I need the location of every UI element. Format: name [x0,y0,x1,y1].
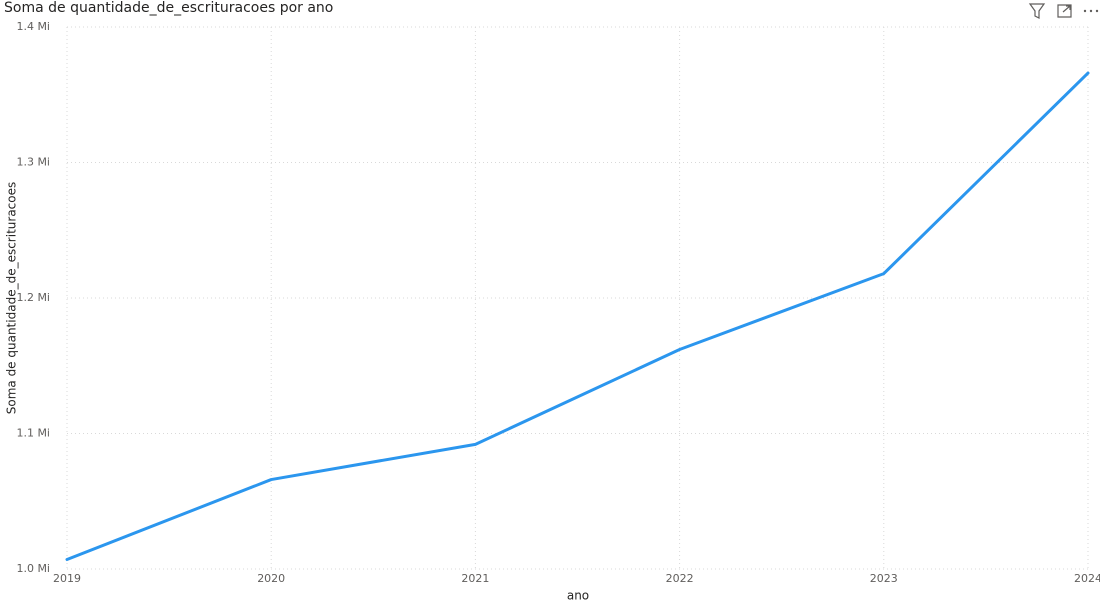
x-tick-label: 2019 [53,572,81,585]
focus-mode-icon[interactable] [1057,4,1072,18]
chart-title: Soma de quantidade_de_escrituracoes por … [4,0,333,16]
y-tick-label: 1.2 Mi [16,291,50,304]
more-options-icon[interactable] [1083,9,1099,13]
filter-icon[interactable] [1028,3,1046,19]
y-tick-label: 1.1 Mi [16,427,50,440]
x-tick-label: 2024 [1074,572,1100,585]
y-tick-label: 1.3 Mi [16,156,50,169]
x-tick-label: 2023 [870,572,898,585]
visual-header-icons[interactable] [1028,3,1099,19]
y-axis-title: Soma de quantidade_de_escrituracoes [5,182,19,415]
y-tick-label: 1.0 Mi [16,562,50,575]
x-tick-label: 2021 [461,572,489,585]
x-tick-label: 2020 [257,572,285,585]
y-tick-label: 1.4 Mi [16,20,50,33]
x-tick-label: 2022 [666,572,694,585]
line-series [65,71,1090,562]
x-axis-title: ano [567,589,589,603]
